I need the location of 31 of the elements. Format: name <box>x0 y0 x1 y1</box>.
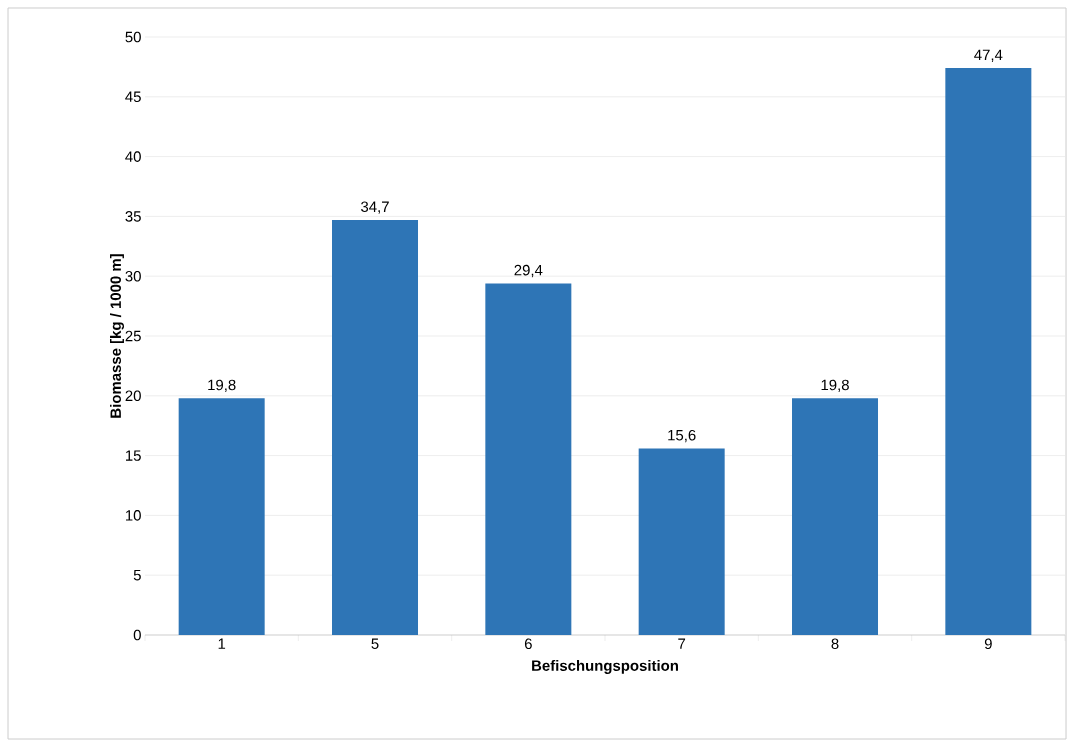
x-tick-label: 5 <box>371 638 379 649</box>
y-tick-label: 10 <box>126 510 141 521</box>
y-tick-label: 35 <box>125 211 141 222</box>
y-tick-label: 0 <box>133 629 141 641</box>
y-tick-label: 15 <box>126 450 141 461</box>
bar <box>792 398 879 635</box>
bar <box>945 68 1032 635</box>
bar <box>638 448 725 635</box>
bar <box>178 398 265 635</box>
x-tick-label: 6 <box>524 638 532 650</box>
y-tick-label: 20 <box>125 390 141 402</box>
y-tick-label: 30 <box>125 270 141 282</box>
x-axis-title: Befischungsposition <box>532 659 678 674</box>
x-tick-label: 1 <box>218 638 226 649</box>
data-label: 29,4 <box>514 264 543 278</box>
x-tick-label: 8 <box>831 638 839 650</box>
y-tick-label: 5 <box>133 569 141 581</box>
y-tick-label: 45 <box>125 91 141 103</box>
y-axis-title: Biomasse [kg / 1000 m] <box>110 254 125 418</box>
y-tick-label: 50 <box>125 31 141 43</box>
data-label: 15,6 <box>668 429 696 443</box>
x-tick-label: 9 <box>984 638 992 650</box>
bar <box>485 283 572 635</box>
bar <box>332 219 418 635</box>
data-label: 47,4 <box>974 49 1003 62</box>
data-label: 34,7 <box>361 201 389 214</box>
data-label: 19,8 <box>208 379 236 392</box>
y-tick-label: 40 <box>125 151 141 162</box>
data-label: 19,8 <box>821 379 849 392</box>
x-tick-label: 7 <box>678 638 686 649</box>
y-tick-label: 25 <box>125 330 141 342</box>
